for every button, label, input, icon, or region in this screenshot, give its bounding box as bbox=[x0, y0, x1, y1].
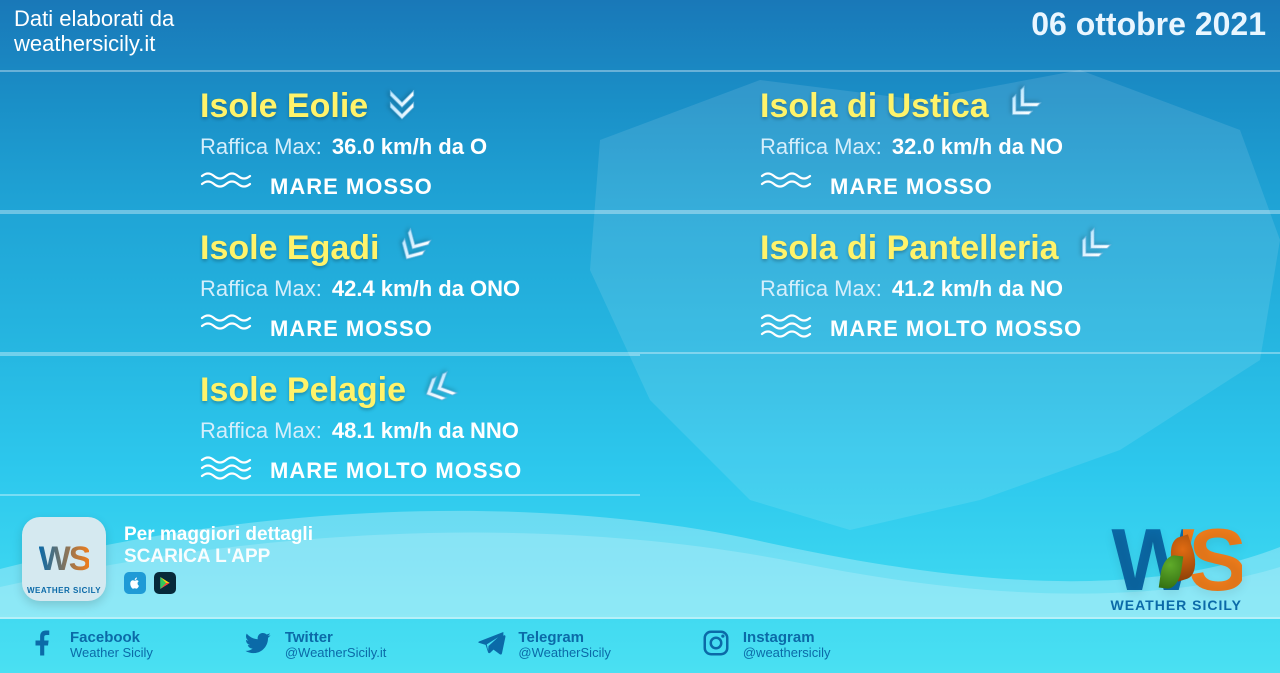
source-credit: Dati elaborati da weathersicily.it bbox=[14, 6, 174, 57]
header: Dati elaborati da weathersicily.it 06 ot… bbox=[14, 6, 1266, 57]
twitter-icon bbox=[243, 628, 273, 663]
social-handle: @WeatherSicily.it bbox=[285, 645, 387, 660]
social-handle: Weather Sicily bbox=[70, 645, 153, 660]
instagram-icon bbox=[701, 628, 731, 663]
gust-value: 48.1 km/h da NNO bbox=[332, 418, 519, 444]
waves-icon bbox=[760, 170, 816, 203]
gust-value: 42.4 km/h da ONO bbox=[332, 276, 520, 302]
app-badge[interactable]: WS WEATHER SICILY bbox=[22, 517, 106, 601]
island-name: Isole Eolie bbox=[200, 87, 368, 126]
waves-icon bbox=[200, 454, 256, 487]
app-badge-sub: WEATHER SICILY bbox=[27, 586, 101, 595]
source-line1: Dati elaborati da bbox=[14, 6, 174, 31]
social-facebook[interactable]: Facebook Weather Sicily bbox=[28, 628, 153, 663]
wind-direction-icon bbox=[420, 368, 460, 413]
island-cell: Isole Egadi Raffica Max: 42.4 km/h da ON… bbox=[0, 212, 640, 354]
source-line2: weathersicily.it bbox=[14, 31, 174, 56]
gust-value: 32.0 km/h da NO bbox=[892, 134, 1063, 160]
social-handle: @WeatherSicily bbox=[518, 645, 610, 660]
island-cell: Isola di Ustica Raffica Max: 32.0 km/h d… bbox=[640, 70, 1280, 212]
social-title: Facebook bbox=[70, 630, 153, 646]
social-title: Instagram bbox=[743, 630, 831, 646]
social-title: Twitter bbox=[285, 630, 387, 646]
gust-label: Raffica Max: bbox=[760, 276, 882, 302]
wind-direction-icon bbox=[1073, 226, 1113, 271]
waves-icon bbox=[760, 312, 816, 345]
app-promo: WS WEATHER SICILY Per maggiori dettagli … bbox=[22, 517, 313, 601]
islands-grid: Isole Eolie Raffica Max: 36.0 km/h da O … bbox=[0, 70, 1280, 496]
footer: WS WEATHER SICILY Per maggiori dettagli … bbox=[0, 496, 1280, 673]
island-name: Isola di Ustica bbox=[760, 87, 989, 126]
island-name: Isole Pelagie bbox=[200, 371, 406, 410]
waves-icon bbox=[200, 170, 256, 203]
wind-direction-icon bbox=[382, 84, 422, 129]
sea-state: MARE MOSSO bbox=[830, 174, 993, 200]
island-cell-empty bbox=[640, 354, 1280, 496]
app-badge-text: WS bbox=[39, 540, 90, 579]
sea-state: MARE MOLTO MOSSO bbox=[830, 316, 1082, 342]
wind-direction-icon bbox=[394, 226, 434, 271]
island-name: Isola di Pantelleria bbox=[760, 229, 1059, 268]
social-instagram[interactable]: Instagram @weathersicily bbox=[701, 628, 831, 663]
sea-state: MARE MOSSO bbox=[270, 316, 433, 342]
island-cell: Isole Pelagie Raffica Max: 48.1 km/h da … bbox=[0, 354, 640, 496]
social-telegram[interactable]: Telegram @WeatherSicily bbox=[476, 628, 610, 663]
gust-label: Raffica Max: bbox=[760, 134, 882, 160]
social-bar: Facebook Weather Sicily Twitter @Weather… bbox=[0, 617, 1280, 673]
social-title: Telegram bbox=[518, 630, 610, 646]
social-twitter[interactable]: Twitter @WeatherSicily.it bbox=[243, 628, 387, 663]
gust-label: Raffica Max: bbox=[200, 134, 322, 160]
gust-value: 41.2 km/h da NO bbox=[892, 276, 1063, 302]
sea-state: MARE MOLTO MOSSO bbox=[270, 458, 522, 484]
forecast-date: 06 ottobre 2021 bbox=[1031, 6, 1266, 43]
app-line2: SCARICA L'APP bbox=[124, 546, 313, 568]
play-store-icon[interactable] bbox=[154, 572, 176, 594]
island-name: Isole Egadi bbox=[200, 229, 380, 268]
brand-logo-sub: WEATHER SICILY bbox=[1111, 597, 1242, 613]
gust-label: Raffica Max: bbox=[200, 418, 322, 444]
wind-direction-icon bbox=[1003, 84, 1043, 129]
app-store-icon[interactable] bbox=[124, 572, 146, 594]
island-cell: Isole Eolie Raffica Max: 36.0 km/h da O … bbox=[0, 70, 640, 212]
app-line1: Per maggiori dettagli bbox=[124, 524, 313, 546]
gust-label: Raffica Max: bbox=[200, 276, 322, 302]
facebook-icon bbox=[28, 628, 58, 663]
sea-state: MARE MOSSO bbox=[270, 174, 433, 200]
social-handle: @weathersicily bbox=[743, 645, 831, 660]
island-cell: Isola di Pantelleria Raffica Max: 41.2 k… bbox=[640, 212, 1280, 354]
waves-icon bbox=[200, 312, 256, 345]
brand-logo: WS WEATHER SICILY bbox=[1111, 525, 1242, 613]
gust-value: 36.0 km/h da O bbox=[332, 134, 487, 160]
telegram-icon bbox=[476, 628, 506, 663]
app-text: Per maggiori dettagli SCARICA L'APP bbox=[124, 524, 313, 594]
